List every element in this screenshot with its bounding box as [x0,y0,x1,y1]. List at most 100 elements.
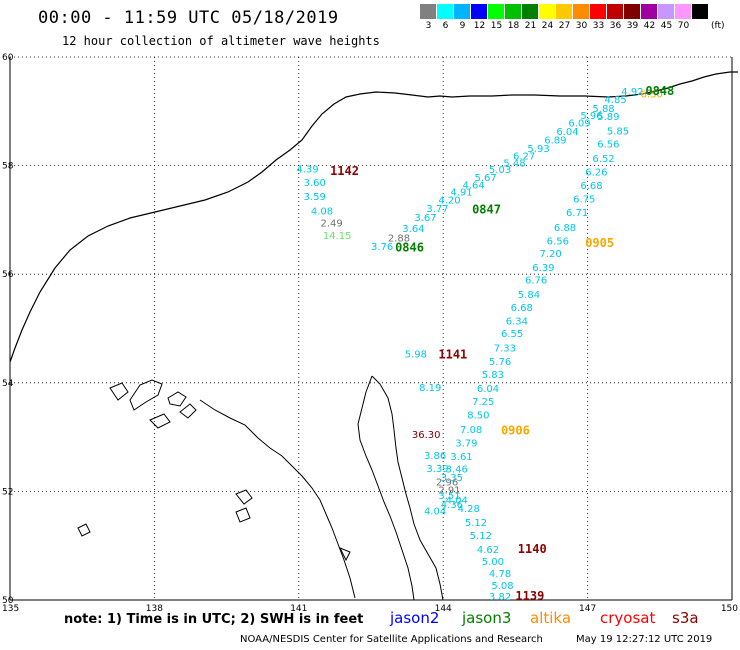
wave-height-label: 5.08 [491,581,513,592]
lon-tick-label: 150 [721,604,738,614]
wave-height-label: 4.91 [450,187,472,198]
wave-height-label: 3.77 [426,204,448,215]
wave-height-label: 5.48 [503,159,525,170]
lon-tick-label: 144 [435,604,452,614]
wave-height-label: 6.26 [585,167,607,178]
wave-height-label: 4.36 [441,500,463,511]
wave-height-label: 6.76 [525,275,547,286]
legend-label: 33 [592,21,605,31]
wave-height-label: 14.15 [323,231,352,242]
legend-swatch [692,4,709,19]
wave-height-label: 3.76 [371,242,393,253]
pass-time-label: 0906 [501,423,530,437]
wave-height-label: 5.93 [527,144,549,155]
wave-height-label: 6.52 [592,154,614,165]
wave-height-label: 5.84 [518,290,540,301]
credit-line: NOAA/NESDIS Center for Satellite Applica… [240,634,543,645]
pass-time-label: 1139 [515,589,544,603]
wave-height-label: 5.89 [597,112,619,123]
legend-label: 24 [541,21,554,31]
map-title: 00:00 - 11:59 UTC 05/18/2019 [38,8,339,28]
generation-timestamp: May 19 12:27:12 UTC 2019 [576,634,713,645]
wave-height-label: 6.68 [511,303,533,314]
legend-label: 3 [425,21,432,31]
wave-height-label: 3.82 [489,592,511,603]
lat-tick-label: 58 [2,162,14,172]
wave-height-label: 7.08 [460,425,482,436]
wave-height-label: 4.04 [424,507,446,518]
lat-tick-label: 54 [2,379,14,389]
legend-swatch [624,4,641,19]
legend-swatch [658,4,675,19]
legend-label: 39 [626,21,639,31]
wave-height-label: 6.68 [580,181,602,192]
color-legend: 3 6 9 12 15 18 21 24 27 30 33 36 39 42 45 70 (ft) [420,4,725,31]
wave-height-label: 36.30 [412,430,441,441]
legend-swatch [454,4,471,19]
legend-swatch [573,4,590,19]
legend-label: 9 [459,21,466,31]
legend-label: 45 [660,21,673,31]
legend-swatch [607,4,624,19]
legend-swatch [556,4,573,19]
wave-height-label: 3.86 [424,451,446,462]
lon-tick-label: 147 [579,604,596,614]
pass-time-label: 0846 [395,240,424,254]
legend-swatch [522,4,539,19]
legend-swatch [420,4,437,19]
legend-label: 36 [609,21,622,31]
wave-height-label: 4.20 [438,196,460,207]
legend-label: 30 [575,21,588,31]
wave-height-label: 8.50 [467,411,489,422]
wave-height-label: 5.96 [580,111,602,122]
lat-tick-label: 50 [2,596,14,606]
wave-height-label: 3.67 [414,213,436,224]
satellite-jason2-label: jason2 [390,609,440,627]
pass-time-label: 0905 [585,236,614,250]
wave-height-label: 7.33 [494,343,516,354]
lat-tick-label: 60 [2,53,14,63]
lat-tick-label: 56 [2,270,14,280]
lon-tick-label: 141 [290,604,307,614]
legend-label: 6 [442,21,449,31]
legend-label: 27 [558,21,571,31]
wave-height-label: 5.76 [489,357,511,368]
wave-height-label: 4.08 [311,206,333,217]
wave-height-label: 6.56 [597,140,619,151]
pass-time-label: 0847 [472,202,501,216]
wave-height-label: 6.27 [513,152,535,163]
wave-height-label: 4.04 [446,495,468,506]
legend-label: 21 [524,21,537,31]
legend-label: 42 [643,21,656,31]
wave-height-label: 3.59 [304,192,326,203]
wave-height-label: 4.28 [458,504,480,515]
wave-height-label: 3.51 [438,491,460,502]
wave-height-label: 4.85 [604,95,626,106]
observation-labels: 4.393.603.594.082.4914.153.762.883.643.6… [296,87,662,603]
wave-height-label: 2.96 [436,477,458,488]
small-islands [77,489,351,562]
legend-label: 15 [490,21,503,31]
footnote: note: 1) Time is in UTC; 2) SWH is in fe… [64,612,364,627]
wave-height-label: 6.55 [501,329,523,340]
lat-tick-label: 52 [2,487,13,497]
wave-height-label: 3.79 [455,438,477,449]
wave-height-label: 4.39 [296,165,318,176]
legend-swatch [675,4,692,19]
wave-height-label: 5.12 [470,531,492,542]
wave-height-label: 6.89 [544,135,566,146]
wave-height-label: 6.88 [554,223,576,234]
legend-swatch [488,4,505,19]
wave-height-label: 6.39 [532,263,554,274]
wave-height-label: 6.50 [641,90,663,101]
legend-swatch [590,4,607,19]
wave-height-label: 6.04 [477,384,499,395]
wave-height-label: 4.78 [489,569,511,580]
mainland-coast [199,399,356,599]
satellite-s3a-label: s3a [672,609,699,627]
wave-height-label: 3.60 [304,178,326,189]
wave-height-label: 7.20 [539,249,561,260]
satellite-jason3-label: jason3 [462,609,512,627]
wave-height-label: 4.64 [462,180,484,191]
wave-height-label: 5.12 [465,518,487,529]
